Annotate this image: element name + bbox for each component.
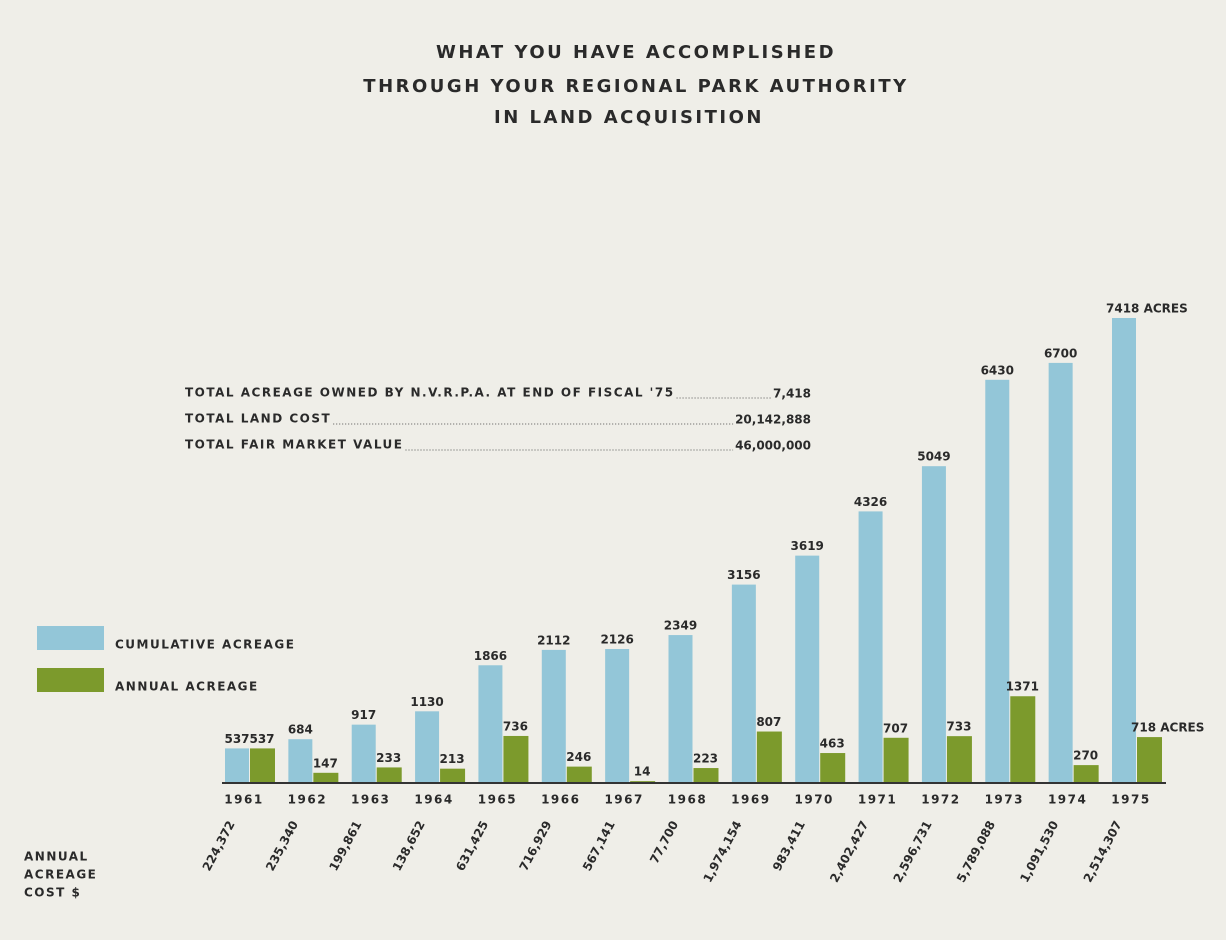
data-label: 463	[820, 737, 845, 751]
summary-label: TOTAL LAND COST	[185, 412, 331, 426]
data-label: 2112	[537, 633, 570, 647]
cost-title: COST $	[24, 886, 81, 900]
chart-title: THROUGH YOUR REGIONAL PARK AUTHORITY	[363, 76, 908, 97]
data-label: 6700	[1044, 346, 1077, 360]
bar	[376, 767, 402, 782]
bar	[820, 753, 846, 782]
bar	[1112, 318, 1136, 782]
data-label: 5049	[917, 450, 950, 464]
bar	[478, 665, 503, 782]
data-label: 3619	[791, 539, 824, 553]
bar	[288, 739, 313, 782]
bar	[795, 555, 820, 782]
x-tick-label: 1961	[224, 793, 263, 807]
data-label: 718 ACRES	[1131, 721, 1204, 735]
bar	[541, 649, 566, 782]
bar	[605, 649, 630, 782]
data-label: 736	[503, 719, 528, 733]
summary-value: 20,142,888	[735, 413, 811, 427]
bar	[313, 772, 339, 782]
data-label: 223	[693, 752, 718, 766]
bar	[630, 781, 656, 782]
x-tick-label: 1967	[604, 793, 643, 807]
chart-title: WHAT YOU HAVE ACCOMPLISHED	[436, 42, 836, 63]
bar	[1073, 765, 1099, 782]
summary-label: TOTAL ACREAGE OWNED BY N.V.R.P.A. AT END…	[185, 386, 675, 400]
x-tick-label: 1972	[921, 793, 960, 807]
bar	[440, 768, 466, 782]
data-label: 147	[313, 756, 338, 770]
bar	[503, 735, 529, 782]
data-label: 2126	[600, 633, 633, 647]
x-tick-label: 1968	[668, 793, 707, 807]
bar	[693, 768, 719, 782]
x-tick-label: 1962	[288, 793, 327, 807]
bar	[1137, 737, 1162, 782]
legend-label: CUMULATIVE ACREAGE	[115, 638, 295, 652]
x-tick-label: 1969	[731, 793, 770, 807]
data-label: 14	[634, 765, 651, 779]
data-label: 1130	[410, 695, 443, 709]
summary-label: TOTAL FAIR MARKET VALUE	[185, 438, 404, 452]
bar	[1048, 362, 1073, 782]
x-tick-label: 1970	[795, 793, 834, 807]
data-label: 270	[1073, 749, 1098, 763]
bar	[858, 511, 883, 782]
chart-title: IN LAND ACQUISITION	[494, 107, 764, 128]
bar	[921, 466, 946, 782]
bar	[756, 731, 782, 782]
bar	[946, 736, 972, 782]
bar	[731, 584, 756, 782]
data-label: 6430	[981, 363, 1014, 377]
data-label: 2349	[664, 619, 697, 633]
x-tick-label: 1966	[541, 793, 580, 807]
bar	[566, 766, 592, 782]
bar	[668, 635, 693, 782]
x-tick-label: 1975	[1111, 793, 1150, 807]
data-label: 807	[756, 715, 781, 729]
data-label: 733	[946, 720, 971, 734]
data-label: 707	[883, 721, 908, 735]
bar	[883, 737, 909, 782]
data-label: 3156	[727, 568, 760, 582]
bar	[225, 748, 249, 782]
bar	[351, 724, 376, 782]
data-label: 1866	[474, 649, 507, 663]
data-label: 4326	[854, 495, 887, 509]
bar	[985, 379, 1010, 782]
summary-value: 46,000,000	[735, 439, 811, 453]
x-tick-label: 1965	[478, 793, 517, 807]
data-label: 213	[440, 752, 465, 766]
cost-title: ACREAGE	[24, 868, 97, 882]
data-label: 537	[224, 732, 249, 746]
summary-value: 7,418	[773, 387, 811, 401]
x-tick-label: 1963	[351, 793, 390, 807]
data-label: 917	[351, 708, 376, 722]
data-label: 246	[566, 750, 591, 764]
x-tick-label: 1964	[414, 793, 453, 807]
bar	[250, 748, 275, 782]
legend-swatch	[37, 668, 104, 692]
cost-title: ANNUAL	[24, 850, 89, 864]
x-tick-label: 1971	[858, 793, 897, 807]
data-label: 1371	[1006, 680, 1039, 694]
data-label: 684	[288, 723, 313, 737]
x-tick-label: 1974	[1048, 793, 1087, 807]
data-label: 233	[376, 751, 401, 765]
bar	[415, 711, 440, 782]
data-label: 537	[249, 732, 274, 746]
legend-label: ANNUAL ACREAGE	[115, 680, 259, 694]
legend-swatch	[37, 626, 104, 650]
x-tick-label: 1973	[985, 793, 1024, 807]
data-label: 7418 ACRES	[1106, 302, 1188, 316]
bar	[1010, 696, 1036, 782]
